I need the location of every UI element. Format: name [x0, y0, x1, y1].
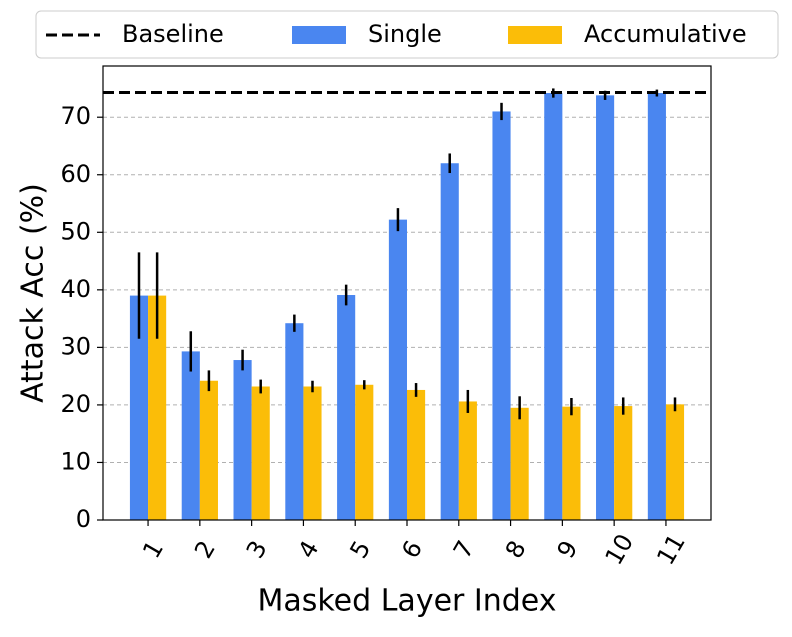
- bar: [303, 386, 322, 520]
- bar: [492, 111, 511, 520]
- bar: [562, 406, 581, 520]
- bar: [148, 295, 167, 520]
- bar: [510, 407, 529, 520]
- bar: [199, 380, 218, 520]
- bar: [355, 384, 374, 520]
- y-tick-label: 20: [60, 390, 91, 418]
- bar: [647, 93, 666, 520]
- bar: [388, 219, 407, 520]
- bar: [544, 93, 563, 520]
- bar: [233, 360, 252, 520]
- bar: [596, 95, 615, 520]
- legend: Baseline Single Accumulative: [35, 10, 779, 59]
- legend-label: Accumulative: [584, 20, 747, 48]
- y-tick-label: 70: [60, 102, 91, 130]
- bar: [181, 351, 200, 520]
- legend-label: Baseline: [122, 20, 224, 48]
- y-tick-label: 50: [60, 217, 91, 245]
- bar: [251, 386, 270, 520]
- x-axis-label: Masked Layer Index: [257, 584, 556, 619]
- legend-swatch: [292, 26, 346, 44]
- legend-label: Single: [368, 20, 442, 48]
- bar: [337, 295, 356, 520]
- y-tick-label: 40: [60, 275, 91, 303]
- y-tick-label: 60: [60, 160, 91, 188]
- bar: [285, 323, 304, 520]
- bar: [614, 406, 633, 520]
- y-axis-label: Attack Acc (%): [16, 183, 51, 403]
- legend-box: [35, 10, 779, 59]
- bar: [129, 295, 149, 520]
- bar: [458, 401, 477, 520]
- y-tick-label: 10: [60, 447, 91, 475]
- legend-swatch: [508, 26, 562, 44]
- bar: [407, 389, 426, 520]
- bar: [665, 404, 685, 520]
- bar: [440, 163, 459, 520]
- y-tick-label: 0: [76, 505, 91, 533]
- plot-frame: [102, 65, 712, 521]
- y-tick-label: 30: [60, 332, 91, 360]
